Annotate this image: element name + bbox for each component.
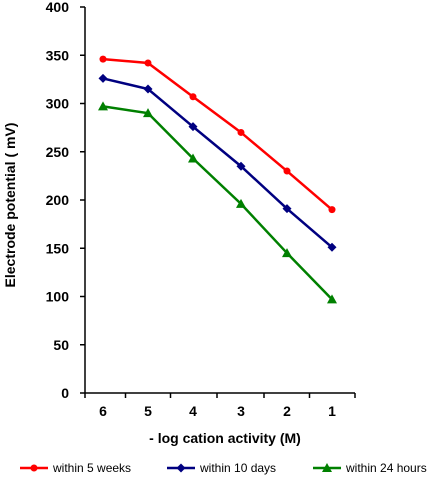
data-point [143,84,153,94]
data-point [30,464,38,472]
y-tick-label: 400 [46,0,70,15]
legend-label: within 10 days [199,461,276,475]
y-axis-ticks: 0 50 100 150 200 250 300 350 400 [46,0,85,401]
data-point [327,294,337,304]
legend-item: within 24 hours [313,461,427,475]
legend: within 5 weeks within 10 days within 24 ho… [20,461,427,475]
series-layer [98,55,337,304]
data-point [188,122,198,132]
data-point [237,128,245,136]
y-tick-label: 100 [46,289,70,305]
x-tick-label: 2 [283,403,291,419]
data-point [98,101,108,111]
series-line [102,77,333,249]
data-point [328,206,336,214]
series-line [102,57,333,211]
legend-item: within 10 days [167,461,276,475]
data-point [282,204,292,214]
data-point [144,59,152,67]
data-point [236,161,246,171]
series-group [98,101,337,304]
series-line [102,105,333,301]
legend-item: within 5 weeks [20,461,131,475]
data-point [283,167,291,175]
data-point [98,73,108,83]
y-axis-title: Electrode potential ( mV) [2,123,18,288]
x-tick-label: 4 [189,403,197,419]
data-point [189,93,197,101]
axes [84,7,355,394]
data-point [236,198,246,208]
y-tick-label: 200 [46,192,70,208]
y-tick-label: 150 [46,240,70,256]
y-tick-label: 250 [46,144,70,160]
data-point [99,55,107,63]
x-tick-label: 6 [99,403,107,419]
y-tick-label: 0 [61,385,69,401]
x-axis-title: - log cation activity (M) [149,430,301,446]
data-point [176,463,186,473]
data-point [322,463,332,472]
x-axis-ticks: 6 5 4 3 2 1 [84,393,356,419]
x-tick-label: 5 [144,403,152,419]
x-tick-label: 1 [328,403,336,419]
data-point [282,248,292,258]
legend-label: within 24 hours [345,461,427,475]
legend-label: within 5 weeks [52,461,131,475]
x-tick-label: 3 [237,403,245,419]
series-group [99,55,336,214]
data-point [143,108,153,118]
data-point [327,242,337,252]
y-tick-label: 300 [46,96,70,112]
data-point [188,153,198,163]
y-tick-label: 350 [46,47,70,63]
y-tick-label: 50 [53,337,69,353]
series-group [98,73,337,252]
